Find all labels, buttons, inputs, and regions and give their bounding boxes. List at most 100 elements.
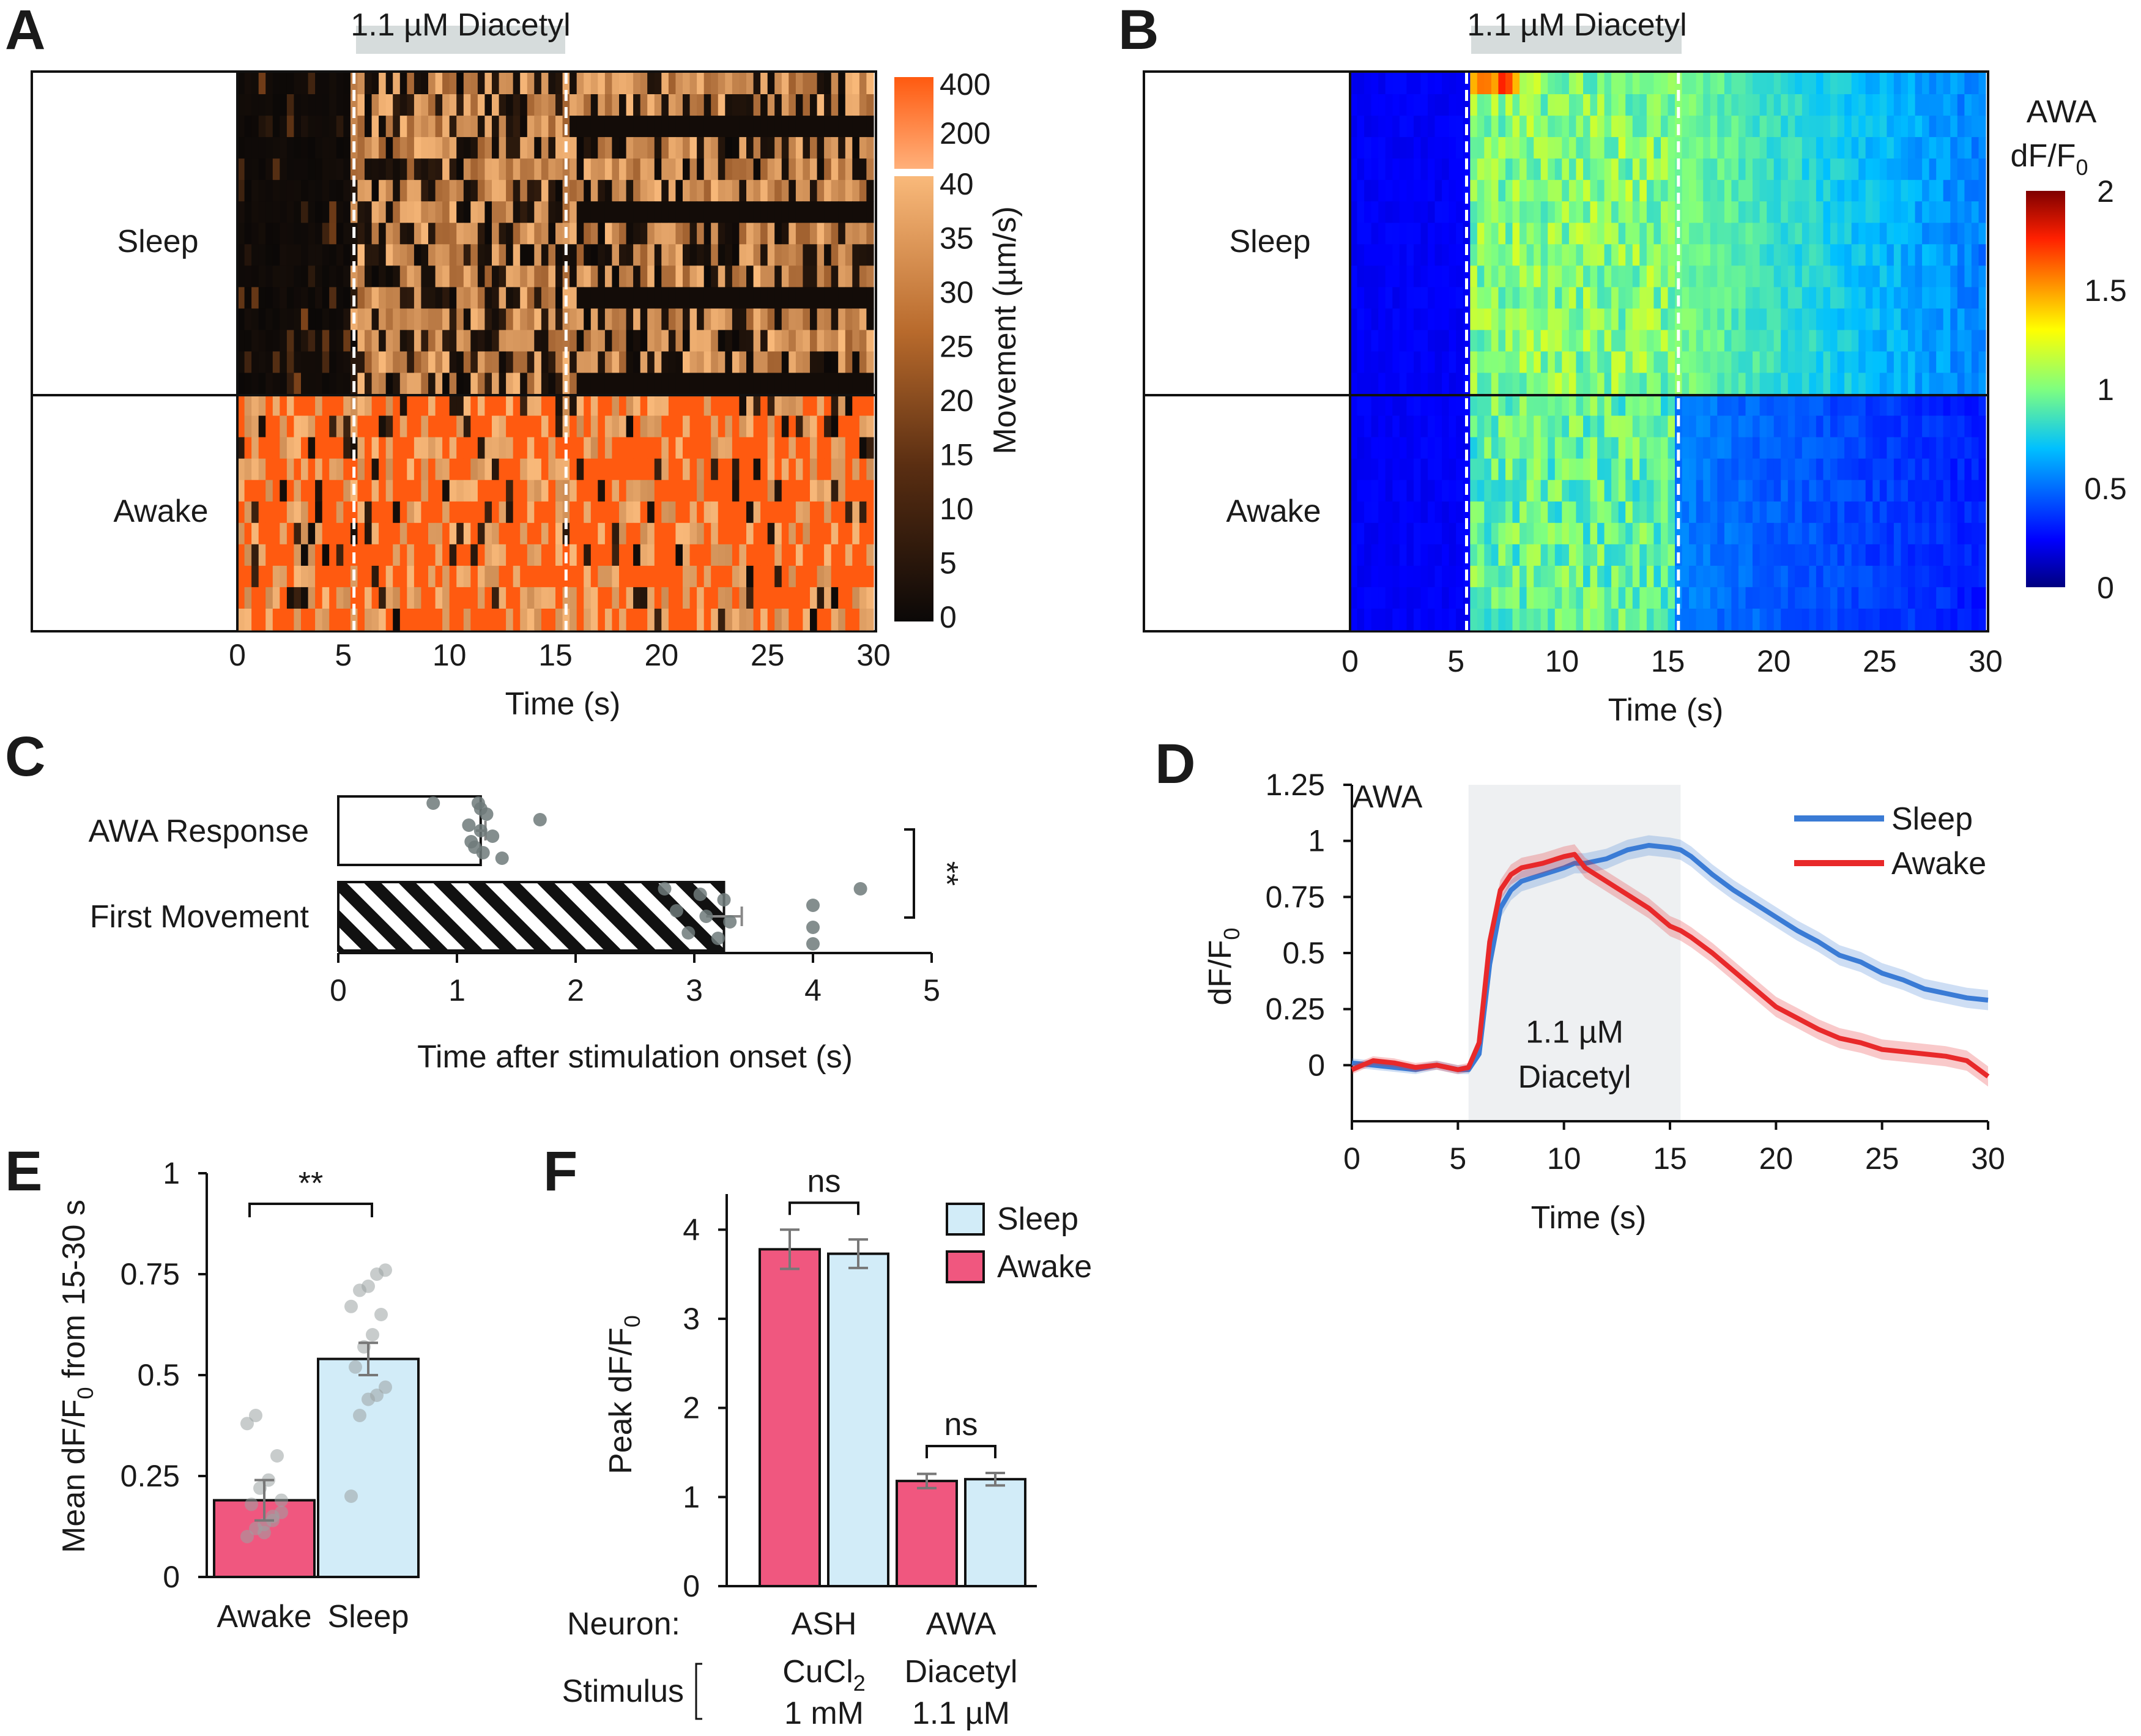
heatmap-cell [555,308,563,330]
heatmap-cell [1491,94,1499,116]
heatmap-cell [803,330,811,352]
x-tick-label: 0 [1341,644,1359,678]
heatmap-cell [1399,116,1407,138]
heatmap-cell [1428,73,1436,95]
x-axis-label: Time (s) [505,686,621,722]
heatmap-cell [1717,351,1725,374]
heatmap-cell [683,437,691,459]
heatmap-cell [1399,587,1407,609]
heatmap-cell [633,180,641,202]
heatmap-cell [379,73,387,95]
heatmap-cell [435,565,443,588]
heatmap-cell [612,201,620,223]
heatmap-cell [753,394,761,417]
heatmap-cell [280,137,288,159]
heatmap-cell [286,94,295,116]
heatmap-cell [1745,458,1753,481]
heatmap-cell [1548,415,1556,438]
colorbar [2026,191,2065,587]
heatmap-cell [541,201,549,223]
heatmap-cell [1759,223,1767,245]
heatmap-cell [576,437,584,459]
heatmap-cell [407,287,415,309]
heatmap-cell [1908,180,1916,202]
heatmap-cell [1950,587,1958,609]
heatmap-cell [1477,308,1485,330]
heatmap-cell [272,609,280,631]
heatmap-cell [385,180,393,202]
heatmap-cell [1823,565,1831,588]
heatmap-cell [1639,373,1647,395]
heatmap-cell [1901,137,1909,159]
heatmap-cell [513,116,521,138]
heatmap-cell [280,116,288,138]
heatmap-cell [421,501,429,524]
heatmap-cell [1964,609,1972,631]
heatmap-cell [1470,609,1478,631]
data-point [240,1530,254,1543]
heatmap-cell [626,609,634,631]
heatmap-cell [817,158,825,180]
heatmap-cell [817,308,825,330]
heatmap-cell [1724,522,1732,545]
heatmap-cell [1872,609,1880,631]
heatmap-cell [357,544,365,566]
heatmap-cell [463,265,471,287]
heatmap-cell [294,158,302,180]
heatmap-cell [647,265,655,287]
heatmap-cell [1823,609,1831,631]
heatmap-cell [711,394,719,417]
heatmap-cell [1399,94,1407,116]
heatmap-cell [513,287,521,309]
heatmap-cell [322,544,330,566]
heatmap-cell [1675,351,1683,374]
heatmap-cell [845,116,853,138]
heatmap-cell [1893,308,1901,330]
colorbar-tick-label: 10 [940,492,974,526]
heatmap-cell [866,73,874,95]
heatmap-cell [718,544,725,566]
heatmap-cell [1887,373,1894,395]
heatmap-cell [513,544,521,566]
heatmap-cell [1477,180,1485,202]
heatmap-cell [1753,544,1761,566]
heatmap-cell [1950,265,1958,287]
heatmap-cell [520,73,528,95]
heatmap-cell [1703,480,1711,502]
heatmap-cell [753,458,761,481]
heatmap-cell [1950,244,1958,266]
heatmap-cell [1484,394,1492,417]
heatmap-cell [1787,330,1795,352]
heatmap-cell [590,223,598,245]
heatmap-cell [1872,308,1880,330]
heatmap-cell [308,373,316,395]
heatmap-cell [1773,522,1781,545]
heatmap-cell [1357,480,1365,502]
heatmap-cell [570,437,577,459]
heatmap-cell [1357,587,1365,609]
heatmap-cell [831,480,839,502]
heatmap-cell [1618,308,1626,330]
heatmap-cell [1519,330,1527,352]
heatmap-cell [739,116,747,138]
heatmap-cell [1653,116,1661,138]
heatmap-cell [732,373,740,395]
heatmap-cell [1519,308,1527,330]
heatmap-cell [1668,565,1675,588]
heatmap-cell [1717,458,1725,481]
heatmap-cell [1971,373,1979,395]
heatmap-cell [1936,437,1944,459]
heatmap-cell [336,94,344,116]
heatmap-cell [739,201,747,223]
heatmap-cell [1385,565,1393,588]
heatmap-cell [689,609,697,631]
heatmap-cell [513,201,521,223]
heatmap-cell [1554,137,1562,159]
heatmap-cell [654,544,662,566]
heatmap-cell [584,480,592,502]
heatmap-cell [463,544,471,566]
heatmap-cell [1646,480,1654,502]
heatmap-cell [718,201,725,223]
heatmap-cell [1801,415,1809,438]
heatmap-cell [753,201,761,223]
